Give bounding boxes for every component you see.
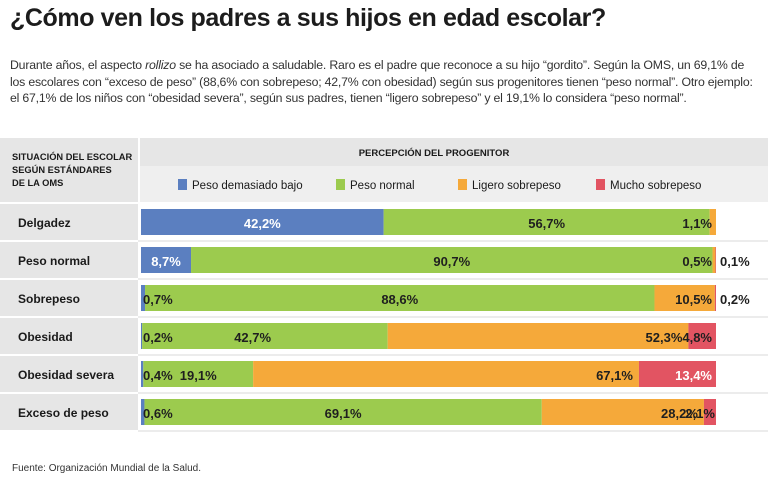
data-label: 0,7% (143, 292, 173, 307)
legend-swatch (336, 179, 345, 190)
legend-swatch (596, 179, 605, 190)
row-label: Peso normal (18, 254, 90, 268)
bar-segment (714, 285, 716, 311)
intro-paragraph: Durante años, el aspecto rollizo se ha a… (10, 57, 755, 107)
bar-segment (387, 323, 689, 349)
data-label: 0,2% (143, 330, 173, 345)
row-header-line: SITUACIÓN DEL ESCOLAR (12, 151, 132, 162)
column-header-bg (140, 138, 768, 166)
data-label: 67,1% (596, 368, 633, 383)
bar-segment (141, 399, 145, 425)
bar-segment (383, 209, 710, 235)
row-label: Delgadez (18, 216, 71, 230)
row-label-bg (0, 242, 138, 278)
bar-segment (712, 247, 716, 273)
row-header-line: SEGÚN ESTÁNDARES (12, 164, 112, 175)
source-note: Fuente: Organización Mundial de la Salud… (12, 463, 202, 474)
row-label-bg (0, 280, 138, 316)
legend-entry: Peso demasiado bajo (192, 180, 303, 192)
bar-segment (141, 209, 384, 235)
bar-segment (141, 361, 144, 387)
data-label: 0,6% (143, 406, 173, 421)
legend-entry: Mucho sobrepeso (610, 180, 701, 192)
data-label: 2,1% (685, 406, 715, 421)
bar-segment (191, 247, 713, 273)
data-label: 4,8% (682, 330, 712, 345)
row-label-bg (0, 356, 138, 392)
bar-segment (143, 361, 254, 387)
row-label: Obesidad severa (18, 368, 114, 382)
bar-segment (145, 285, 655, 311)
data-label: 0,4% (143, 368, 173, 383)
data-label: 13,4% (675, 368, 712, 383)
row-label-bg (0, 394, 138, 430)
bar-segment (715, 247, 716, 273)
intro-text-1: Durante años, el aspecto (10, 58, 146, 72)
row-header-bg (0, 138, 138, 202)
bar-segment (703, 399, 716, 425)
data-label: 88,6% (381, 292, 418, 307)
bar-segment (141, 323, 143, 349)
bar-segment (541, 399, 704, 425)
bar-segment (709, 209, 716, 235)
bar-segment (638, 361, 716, 387)
data-label: 42,7% (234, 330, 271, 345)
data-label: 56,7% (528, 216, 565, 231)
legend-swatch (458, 179, 467, 190)
data-label: 69,1% (325, 406, 362, 421)
data-label: 8,7% (151, 254, 181, 269)
bar-segment (688, 323, 716, 349)
row-label: Exceso de peso (18, 406, 109, 420)
bar-segment (144, 399, 542, 425)
row-label: Obesidad (18, 330, 73, 344)
row-label-bg (0, 204, 138, 240)
legend-bg (140, 166, 768, 202)
row-label-bg (0, 318, 138, 354)
legend-entry: Peso normal (350, 180, 415, 192)
data-label: 1,1% (682, 216, 712, 231)
data-label: 0,2% (720, 292, 750, 307)
legend-entry: Ligero sobrepeso (472, 180, 561, 192)
legend-swatch (178, 179, 187, 190)
page-title: ¿Cómo ven los padres a sus hijos en edad… (10, 4, 606, 32)
data-label: 0,1% (720, 254, 750, 269)
row-label: Sobrepeso (18, 292, 80, 306)
stacked-bar-chart: SITUACIÓN DEL ESCOLAR SEGÚN ESTÁNDARES DE … (0, 138, 768, 432)
data-label: 42,2% (244, 216, 281, 231)
data-label: 28,2% (661, 406, 698, 421)
data-label: 0,5% (682, 254, 712, 269)
intro-text-2: se ha asociado a saludable. Raro es el p… (10, 58, 753, 105)
bar-segment (654, 285, 715, 311)
data-label: 10,5% (675, 292, 712, 307)
data-label: 90,7% (433, 254, 470, 269)
intro-italic-word: rollizo (145, 58, 176, 72)
column-header: PERCEPCIÓN DEL PROGENITOR (359, 147, 510, 159)
row-header-line: DE LA OMS (12, 178, 63, 188)
data-label: 52,3% (646, 330, 683, 345)
bar-segment (141, 247, 192, 273)
bar-segment (253, 361, 639, 387)
data-label: 19,1% (180, 368, 217, 383)
bar-segment (142, 323, 388, 349)
bar-segment (141, 285, 146, 311)
